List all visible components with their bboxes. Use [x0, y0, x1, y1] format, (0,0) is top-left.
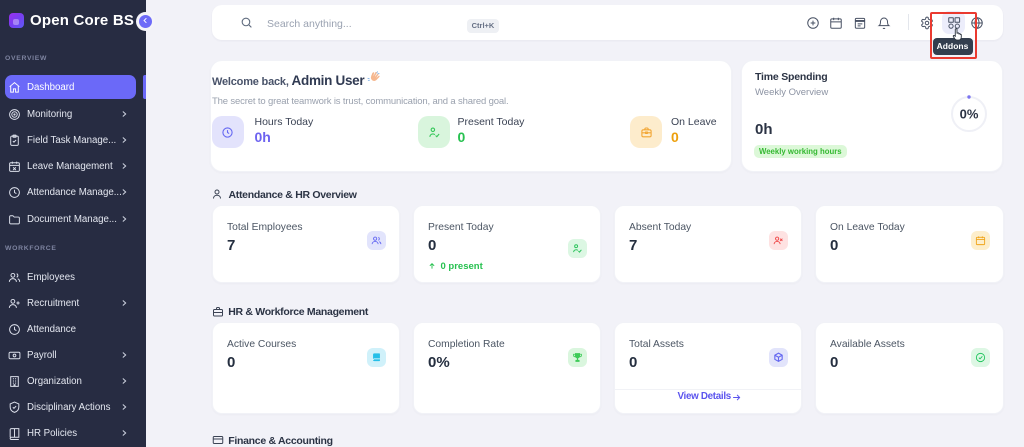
svg-text:0%: 0%: [960, 107, 979, 122]
